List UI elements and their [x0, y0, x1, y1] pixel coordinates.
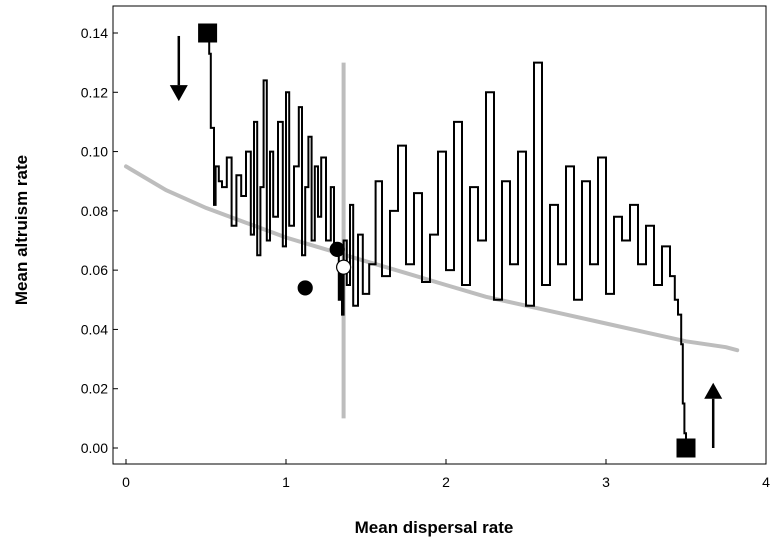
plot-area [124, 23, 740, 458]
filled-circle-marker [329, 241, 345, 257]
arrow-up-icon [704, 382, 723, 399]
square-marker [198, 23, 218, 43]
y-tick-label: 0.00 [81, 440, 108, 456]
x-tick-label: 1 [282, 474, 290, 490]
y-tick-label: 0.02 [81, 381, 108, 397]
trajectory-line [207, 32, 687, 448]
y-tick-label: 0.10 [81, 144, 108, 160]
y-tick-label: 0.04 [81, 321, 108, 337]
x-tick-label: 4 [762, 474, 770, 490]
x-axis-title: Mean dispersal rate [355, 518, 514, 537]
fitted-curve [124, 164, 740, 353]
x-tick-label: 2 [442, 474, 450, 490]
x-axis: 0 1 2 3 4 [122, 459, 770, 490]
x-tick-label: 3 [602, 474, 610, 490]
y-tick-label: 0.08 [81, 203, 108, 219]
y-tick-label: 0.14 [81, 25, 108, 41]
square-marker [676, 438, 696, 458]
x-tick-label: 0 [122, 474, 130, 490]
y-axis-title: Mean altruism rate [12, 155, 31, 305]
open-circle-marker [336, 259, 352, 275]
filled-circle-marker [297, 280, 313, 296]
arrow-down-icon [169, 85, 188, 102]
y-tick-label: 0.06 [81, 262, 108, 278]
plot-frame [112, 5, 767, 465]
y-axis: 0.00 0.02 0.04 0.06 0.08 0.10 0.12 0.14 [81, 25, 118, 456]
y-tick-label: 0.12 [81, 84, 108, 100]
